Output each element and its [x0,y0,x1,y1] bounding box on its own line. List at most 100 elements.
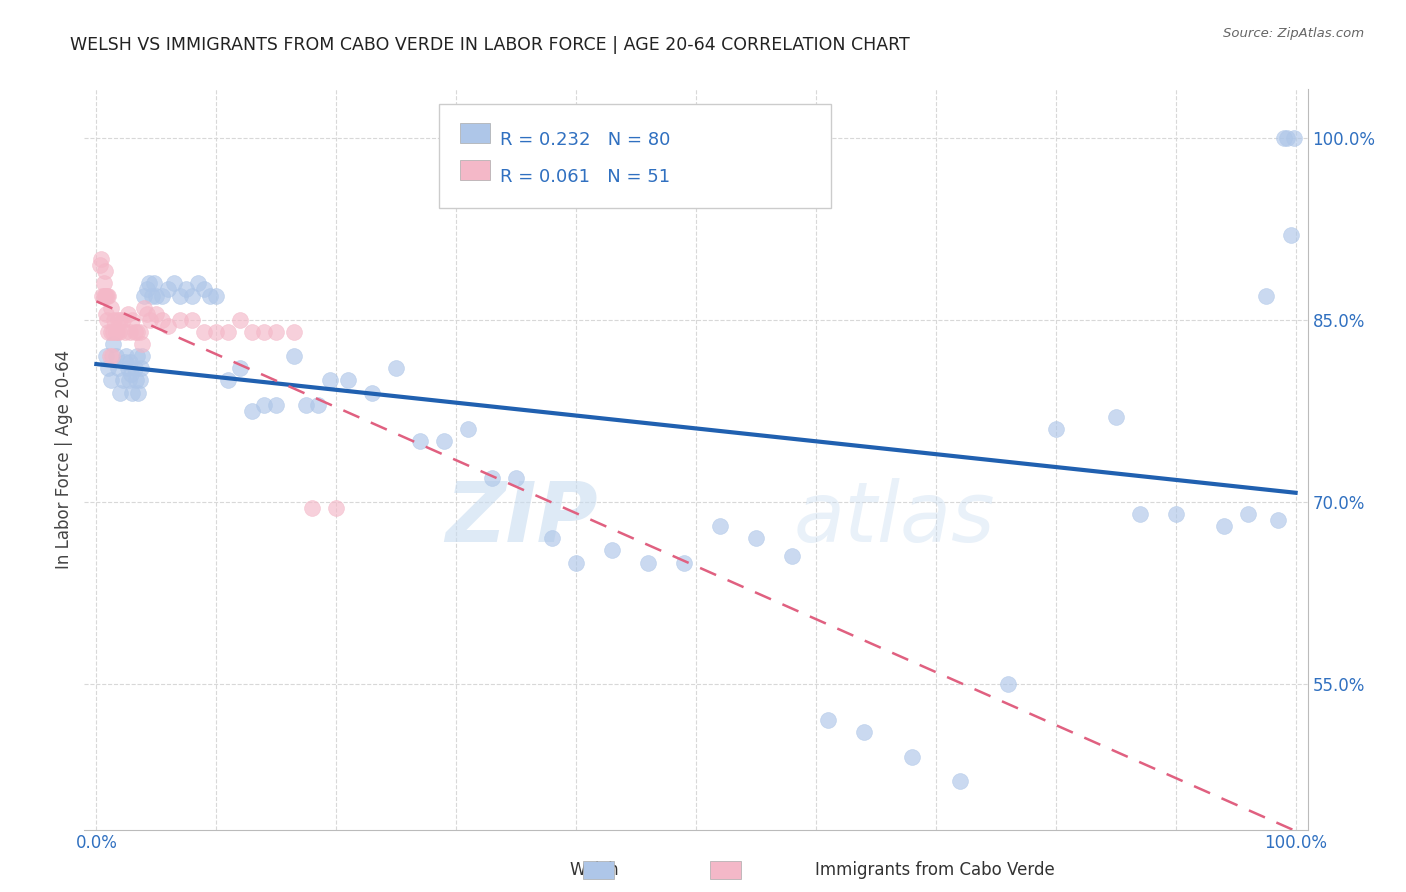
Point [169,288,191,302]
Point [139,313,162,327]
Point [901,749,924,764]
Point [1267,513,1289,527]
Point [107,361,129,376]
Point [121,385,143,400]
Point [1212,519,1234,533]
Y-axis label: In Labor Force | Age 20-64: In Labor Force | Age 20-64 [55,350,73,569]
Point [128,325,150,339]
Point [205,325,228,339]
Point [134,288,156,302]
Point [409,434,432,449]
Point [457,422,479,436]
Point [1129,507,1152,521]
Point [96,313,118,327]
Point [1254,288,1277,302]
Point [93,264,117,278]
Point [134,301,156,315]
Point [264,325,287,339]
Point [565,556,588,570]
Point [118,374,141,388]
Point [124,325,146,339]
Point [101,337,124,351]
Point [121,313,143,327]
Point [157,283,180,297]
Point [135,283,157,297]
Point [150,288,173,302]
Point [96,288,118,302]
Point [852,725,875,739]
Point [101,349,124,363]
Point [90,252,112,266]
Point [135,307,157,321]
Point [127,325,149,339]
Point [104,349,127,363]
Point [253,398,276,412]
Point [110,385,132,400]
Point [193,283,215,297]
Point [91,288,114,302]
Point [709,519,731,533]
FancyBboxPatch shape [460,122,491,144]
Point [745,531,768,545]
Point [120,368,142,382]
Point [187,277,209,291]
Text: R = 0.232   N = 80: R = 0.232 N = 80 [501,131,671,149]
Point [385,361,408,376]
Point [283,349,305,363]
Point [217,325,239,339]
Point [125,374,148,388]
Point [111,313,134,327]
Point [129,361,152,376]
Point [104,325,127,339]
Point [1277,130,1299,145]
Point [174,283,197,297]
Point [110,313,132,327]
Point [131,337,153,351]
Point [101,325,124,339]
Text: ZIP: ZIP [446,478,598,559]
Point [97,325,120,339]
Point [240,325,263,339]
Point [100,325,122,339]
Point [505,470,527,484]
Point [117,361,139,376]
Point [114,355,136,369]
Point [264,398,287,412]
Point [93,277,115,291]
Text: Immigrants from Cabo Verde: Immigrants from Cabo Verde [815,861,1056,879]
Point [229,361,252,376]
Point [128,374,150,388]
Point [1045,422,1067,436]
Point [93,288,115,302]
Point [433,434,456,449]
Point [481,470,503,484]
FancyBboxPatch shape [439,104,831,208]
Point [319,374,342,388]
Point [637,556,659,570]
Text: WELSH VS IMMIGRANTS FROM CABO VERDE IN LABOR FORCE | AGE 20-64 CORRELATION CHART: WELSH VS IMMIGRANTS FROM CABO VERDE IN L… [70,36,910,54]
Point [118,325,141,339]
Point [127,385,149,400]
Point [105,325,128,339]
Point [97,361,120,376]
Point [163,277,186,291]
Point [169,313,191,327]
Point [229,313,252,327]
Point [141,288,163,302]
FancyBboxPatch shape [460,160,491,180]
Point [205,288,228,302]
Point [103,313,125,327]
Point [127,349,149,363]
Point [253,325,276,339]
Point [780,549,803,564]
Point [200,288,222,302]
Text: Source: ZipAtlas.com: Source: ZipAtlas.com [1223,27,1364,40]
Point [89,258,111,272]
Point [131,349,153,363]
Point [1279,227,1302,242]
Point [111,374,134,388]
Point [240,404,263,418]
Point [1105,409,1128,424]
Point [94,349,117,363]
Point [817,714,839,728]
